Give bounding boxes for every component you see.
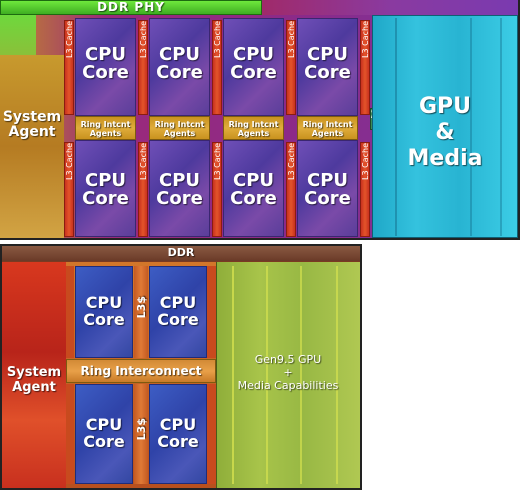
cpu-core-top-8 (297, 140, 358, 237)
cpu-core-top-1 (75, 18, 136, 116)
l3-cache-strip-10: L3 Cache (360, 142, 370, 237)
gpu-bottom-label: Gen9.5 GPU + Media Capabilities (237, 353, 339, 392)
system-agent-bottom (2, 262, 66, 488)
cpu-core-top-1-label: CPU Core (82, 44, 129, 83)
gpu-bottom-texture-3 (300, 266, 302, 484)
l3-bottom-strip-1: L3$ (134, 266, 148, 358)
ring-agent-3: Ring Intcnt Agents (223, 116, 284, 140)
bottom-l3-left-2 (66, 384, 74, 484)
cpu-core-bottom-1-label: CPU Core (83, 293, 125, 329)
system-agent-top (0, 55, 64, 238)
cpu-core-bottom-4-label: CPU Core (157, 415, 199, 451)
ring-agent-2: Ring Intcnt Agents (149, 116, 210, 140)
cpu-core-top-2-label: CPU Core (156, 44, 203, 83)
gpu-top-texture-1 (395, 18, 397, 236)
ring-agent-1: Ring Intcnt Agents (75, 116, 136, 140)
l3-cache-strip-9: L3 Cache (360, 20, 370, 115)
gpu-top-texture-3 (500, 18, 502, 236)
system-agent-top-label: System Agent (2, 109, 62, 140)
l3-cache-strip-3: L3 Cache (138, 20, 148, 115)
l3-cache-strip-5: L3 Cache (212, 20, 222, 115)
cpu-core-bottom-2 (149, 266, 207, 358)
cpu-core-top-8-label: CPU Core (304, 170, 351, 209)
ddr-phy-block: DDR PHY (0, 0, 262, 15)
cpu-core-top-6-label: CPU Core (156, 170, 203, 209)
cpu-core-top-4-label: CPU Core (304, 44, 351, 83)
l3-cache-strip-1: L3 Cache (64, 20, 74, 115)
bottom-l3-right-2 (207, 384, 216, 484)
ddr-phy-label: DDR PHY (97, 0, 165, 14)
cpu-core-top-7-label: CPU Core (230, 170, 277, 209)
gpu-bottom-texture-1 (232, 266, 234, 484)
l3-cache-strip-6: L3 Cache (212, 142, 222, 237)
cpu-core-top-3-label: CPU Core (230, 44, 277, 83)
gpu-media-top-label: GPU & Media (407, 94, 483, 171)
gpu-top-texture-2 (470, 18, 472, 236)
l3-cache-strip-4: L3 Cache (138, 142, 148, 237)
cpu-core-top-2 (149, 18, 210, 116)
left-phy-strip (0, 15, 36, 55)
cpu-core-bottom-2-label: CPU Core (157, 293, 199, 329)
system-agent-bottom-label: System Agent (6, 365, 62, 395)
cpu-core-bottom-3 (75, 384, 133, 484)
gpu-bottom-texture-4 (336, 266, 338, 484)
ddr-label: DDR (167, 246, 195, 259)
cpu-core-top-5-label: CPU Core (82, 170, 129, 209)
l3-cache-strip-2: L3 Cache (64, 142, 74, 237)
gpu-bottom-texture-2 (266, 266, 268, 484)
cpu-core-top-6 (149, 140, 210, 237)
top-right-strip (262, 0, 518, 15)
ring-interconnect-bottom: Ring Interconnect (66, 359, 216, 383)
bottom-l3-left-1 (66, 266, 74, 358)
cpu-core-top-4 (297, 18, 358, 116)
l3-cache-strip-8: L3 Cache (286, 142, 296, 237)
cpu-core-bottom-1 (75, 266, 133, 358)
ddr-block: DDR (2, 246, 360, 261)
cpu-core-bottom-4 (149, 384, 207, 484)
l3-cache-strip-7: L3 Cache (286, 20, 296, 115)
ring-agent-4: Ring Intcnt Agents (297, 116, 358, 140)
cpu-core-top-3 (223, 18, 284, 116)
cpu-core-top-5 (75, 140, 136, 237)
cpu-core-bottom-3-label: CPU Core (83, 415, 125, 451)
cpu-core-top-7 (223, 140, 284, 237)
bottom-l3-right-1 (207, 266, 216, 358)
l3-bottom-strip-2: L3$ (134, 384, 148, 484)
